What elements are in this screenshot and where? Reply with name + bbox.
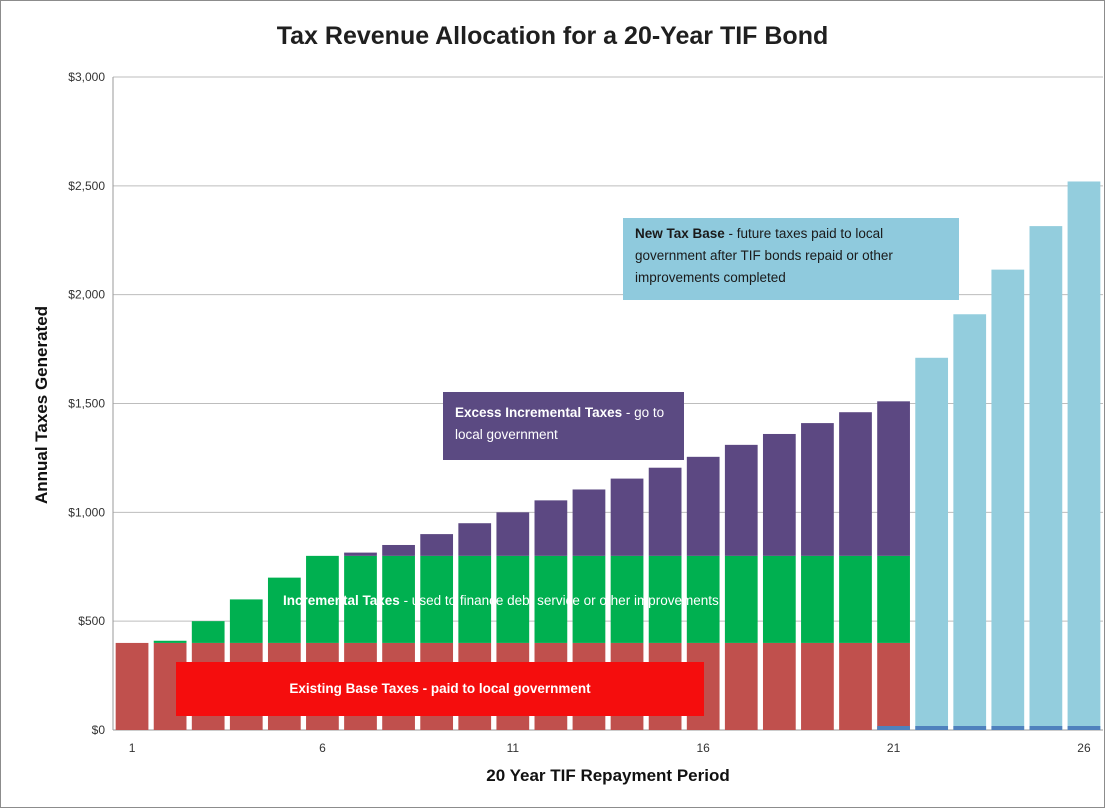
x-tick-label: 16 — [697, 741, 711, 755]
annotation-excess-incremental: Excess Incremental Taxes - go to local g… — [443, 392, 684, 460]
bar-segment — [686, 555, 720, 643]
annotation-excess-bold: Excess Incremental Taxes — [455, 405, 623, 420]
bar-segment — [801, 642, 834, 730]
bar-segment — [839, 555, 872, 643]
bar-segment — [382, 544, 415, 556]
bar-base-strip — [877, 726, 910, 730]
bar-segment — [458, 523, 492, 556]
bar-segment — [534, 500, 568, 556]
bar-segment — [344, 555, 377, 643]
bar-segment — [724, 642, 758, 730]
y-tick-label: $2,500 — [68, 179, 105, 193]
bar-base-strip — [991, 726, 1025, 730]
bar-segment — [534, 555, 568, 643]
bar-base-strip — [953, 726, 987, 730]
bar-segment — [496, 555, 530, 643]
bar-segment — [762, 433, 796, 556]
annotation-new-tax-base: New Tax Base - future taxes paid to loca… — [623, 218, 959, 300]
y-tick-label: $0 — [92, 723, 106, 737]
bar-segment — [953, 314, 987, 730]
bar-segment — [382, 555, 415, 643]
bar-segment — [801, 555, 834, 643]
chart-title: Tax Revenue Allocation for a 20-Year TIF… — [276, 22, 829, 50]
bar-segment — [572, 489, 606, 556]
bar-segment — [801, 423, 834, 556]
bar-segment — [991, 269, 1025, 730]
bar-segment — [115, 642, 149, 730]
y-tick-label: $1,000 — [68, 505, 105, 519]
annotation-incremental-bold: Incremental Taxes — [283, 593, 400, 608]
bar-segment — [191, 621, 225, 643]
bar-segment — [839, 412, 872, 556]
bar-segment — [915, 357, 949, 730]
bar-segment — [229, 599, 263, 643]
bar-segment — [572, 555, 606, 643]
bar-segment — [267, 577, 301, 643]
y-tick-label: $2,000 — [68, 288, 105, 302]
bar-base-strip — [1029, 726, 1063, 730]
bar-segment — [762, 555, 796, 643]
bar-segment — [1067, 181, 1101, 731]
bar-segment — [648, 555, 682, 643]
annotation-new-tax-base-bold: New Tax Base — [635, 226, 725, 241]
annotation-excess-text: - go to local government — [455, 405, 665, 442]
annotation-existing-base: Existing Base Taxes - paid to local gove… — [176, 662, 704, 716]
x-axis-label: 20 Year TIF Repayment Period — [486, 766, 730, 785]
bar-segment — [458, 555, 492, 643]
bar-segment — [877, 401, 910, 556]
x-tick-label: 26 — [1077, 741, 1091, 755]
bar-segment — [686, 456, 720, 556]
bar-segment — [610, 555, 644, 643]
bar-segment — [306, 555, 339, 643]
bar-segment — [496, 512, 530, 556]
bar-segment — [344, 552, 377, 556]
annotation-incremental-text: - used to finance debt service or other … — [399, 593, 719, 608]
bar-segment — [877, 642, 910, 730]
bar-segment — [762, 642, 796, 730]
y-tick-label: $3,000 — [68, 70, 105, 84]
x-tick-label: 11 — [507, 741, 520, 755]
bar-segment — [839, 642, 872, 730]
x-tick-label: 6 — [319, 741, 326, 755]
bar-segment — [610, 478, 644, 556]
annotation-new-tax-base-text: - future taxes paid to local government … — [635, 226, 893, 285]
bar-base-strip — [1067, 726, 1101, 730]
bar-segment — [420, 534, 454, 556]
bar-segment — [420, 555, 454, 643]
bar-segment — [648, 467, 682, 556]
bar-segment — [153, 640, 187, 643]
bar-segment — [724, 444, 758, 556]
y-tick-label: $1,500 — [68, 397, 105, 411]
x-tick-label: 21 — [887, 741, 901, 755]
bar-segment — [1029, 226, 1063, 730]
bar-segment — [877, 555, 910, 643]
y-tick-label: $500 — [78, 614, 105, 628]
bar-segment — [724, 555, 758, 643]
x-tick-label: 1 — [129, 741, 136, 755]
bar-base-strip — [915, 726, 949, 730]
annotation-incremental: Incremental Taxes - used to finance debt… — [283, 590, 719, 612]
